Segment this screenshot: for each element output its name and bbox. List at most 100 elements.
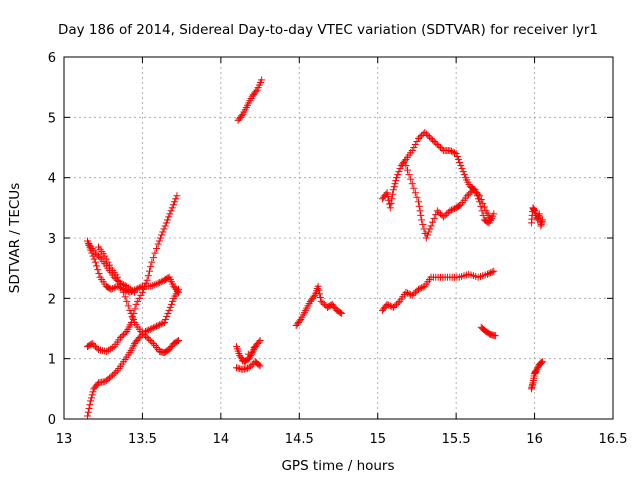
data-point <box>85 404 93 412</box>
data-point <box>441 211 449 219</box>
series-track-m-16h-upper <box>527 204 546 230</box>
data-point <box>140 331 148 339</box>
data-point <box>414 198 422 206</box>
x-tick-label: 16 <box>526 432 543 447</box>
x-axis-label: GPS time / hours <box>281 458 394 474</box>
data-point <box>173 287 181 295</box>
data-point <box>317 297 325 305</box>
data-point <box>401 157 409 165</box>
data-point <box>421 128 429 136</box>
data-point <box>436 210 444 218</box>
data-point <box>151 323 159 331</box>
data-point <box>424 231 432 239</box>
data-point <box>404 166 412 174</box>
data-point <box>385 301 393 309</box>
data-point <box>166 210 174 218</box>
data-point <box>422 130 430 138</box>
data-point <box>474 190 482 198</box>
data-point <box>256 362 264 370</box>
data-point <box>120 331 128 339</box>
series-track-i-15h-rising <box>378 267 498 314</box>
data-point <box>91 258 99 266</box>
data-point <box>532 367 540 375</box>
data-point <box>425 228 433 236</box>
data-point <box>89 388 97 396</box>
data-point <box>116 334 124 342</box>
data-point <box>393 300 401 308</box>
data-point <box>490 267 498 275</box>
data-point <box>137 283 145 291</box>
data-point <box>389 186 397 194</box>
data-point <box>538 358 546 366</box>
data-point <box>338 309 346 317</box>
data-point <box>407 291 415 299</box>
data-point <box>392 177 400 185</box>
data-point <box>132 300 140 308</box>
data-point <box>315 286 323 294</box>
data-point <box>173 192 181 200</box>
data-point <box>154 279 162 287</box>
data-point <box>427 222 435 230</box>
data-point <box>446 147 454 155</box>
data-point <box>425 133 433 141</box>
data-point <box>432 139 440 147</box>
data-point <box>459 168 467 176</box>
data-point <box>473 189 481 197</box>
data-point <box>93 251 101 259</box>
data-point <box>402 162 410 170</box>
data-point <box>248 361 256 369</box>
grid-lines <box>64 57 613 419</box>
data-point <box>116 279 124 287</box>
data-point <box>430 137 438 145</box>
data-point <box>384 193 392 201</box>
data-point <box>479 199 487 207</box>
data-point <box>90 255 98 263</box>
x-tick-label: 14 <box>213 432 230 447</box>
data-point <box>447 206 455 214</box>
data-point <box>388 195 396 203</box>
data-point <box>424 131 432 139</box>
data-point <box>410 184 418 192</box>
plot-border <box>63 56 614 420</box>
data-point <box>121 293 129 301</box>
data-point <box>460 171 468 179</box>
data-point <box>168 204 176 212</box>
data-point <box>487 216 495 224</box>
data-point <box>157 278 165 286</box>
data-point <box>107 373 115 381</box>
y-tick-label: 3 <box>48 232 56 247</box>
data-point <box>167 207 175 215</box>
x-tick-label: 13 <box>56 432 73 447</box>
data-point <box>175 337 183 345</box>
data-point <box>143 327 151 335</box>
data-point <box>418 131 426 139</box>
data-point <box>156 321 164 329</box>
data-point <box>95 252 103 260</box>
data-point <box>171 198 179 206</box>
data-point <box>419 220 427 228</box>
data-point <box>153 322 161 330</box>
data-point <box>393 174 401 182</box>
data-point <box>148 325 156 332</box>
x-tick-label: 15 <box>369 432 386 447</box>
data-point <box>156 234 164 242</box>
data-point <box>124 302 132 310</box>
data-point <box>469 186 477 194</box>
data-point <box>408 147 416 155</box>
data-point <box>487 269 495 277</box>
y-axis-label: SDTVAR / TECUs <box>7 183 23 293</box>
data-point <box>156 278 164 286</box>
y-tick-label: 5 <box>48 111 56 126</box>
x-tick-labels: 13 13.5 14 14.5 15 15.5 16 16.5 <box>56 432 628 447</box>
data-point <box>135 294 143 302</box>
data-point <box>131 288 139 296</box>
data-point <box>447 147 455 155</box>
data-point <box>458 165 466 173</box>
data-point <box>410 290 418 298</box>
data-point <box>416 207 424 215</box>
data-point <box>420 225 428 233</box>
data-point <box>247 362 255 370</box>
data-point <box>169 297 177 305</box>
x-tick-label: 15.5 <box>442 432 471 447</box>
data-point <box>112 275 120 283</box>
